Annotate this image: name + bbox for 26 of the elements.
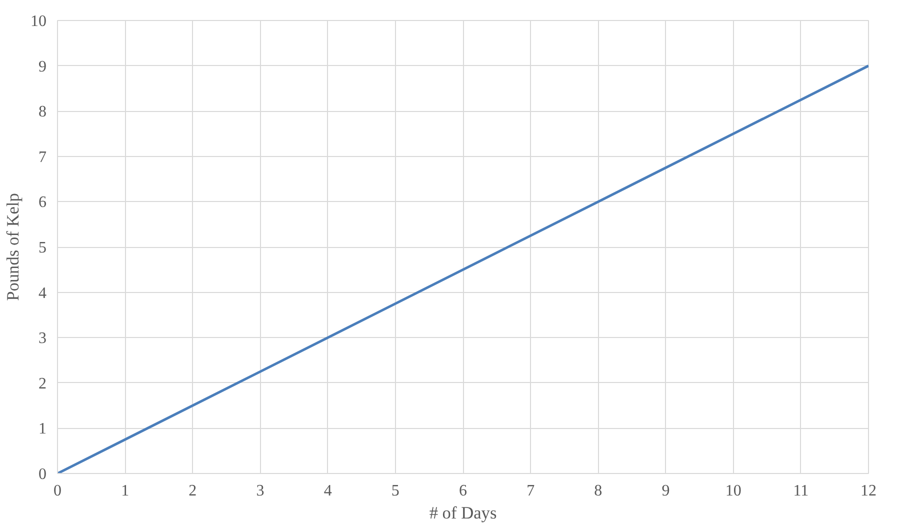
x-tick-label: 10 xyxy=(725,482,742,500)
x-tick-label: 7 xyxy=(526,482,535,500)
y-tick-label: 2 xyxy=(38,375,46,392)
x-axis-title: # of Days xyxy=(429,504,497,522)
x-tick-label: 5 xyxy=(391,482,400,500)
x-tick-label: 6 xyxy=(459,482,467,500)
x-tick-label: 8 xyxy=(594,482,602,500)
y-axis-title: Pounds of Kelp xyxy=(4,193,22,301)
y-tick-label: 8 xyxy=(38,104,46,121)
y-tick-label: 0 xyxy=(38,466,46,483)
y-tick-label: 3 xyxy=(38,330,46,348)
x-tick-label: 3 xyxy=(256,482,264,500)
x-tick-label: 12 xyxy=(860,482,876,500)
x-tick-label: 2 xyxy=(188,482,197,500)
x-tick-label: 1 xyxy=(121,482,130,500)
y-tick-label: 7 xyxy=(38,148,46,166)
x-tick-label: 9 xyxy=(662,482,670,500)
x-tick-label: 4 xyxy=(324,482,332,500)
y-tick-label: 10 xyxy=(30,13,46,30)
x-tick-label: 0 xyxy=(54,482,62,500)
y-tick-label: 1 xyxy=(38,420,46,438)
y-tick-label: 9 xyxy=(38,58,46,76)
y-tick-label: 5 xyxy=(38,240,46,256)
x-tick-label: 11 xyxy=(793,482,809,500)
y-tick-label: 4 xyxy=(38,284,46,302)
y-tick-label: 6 xyxy=(38,194,46,212)
